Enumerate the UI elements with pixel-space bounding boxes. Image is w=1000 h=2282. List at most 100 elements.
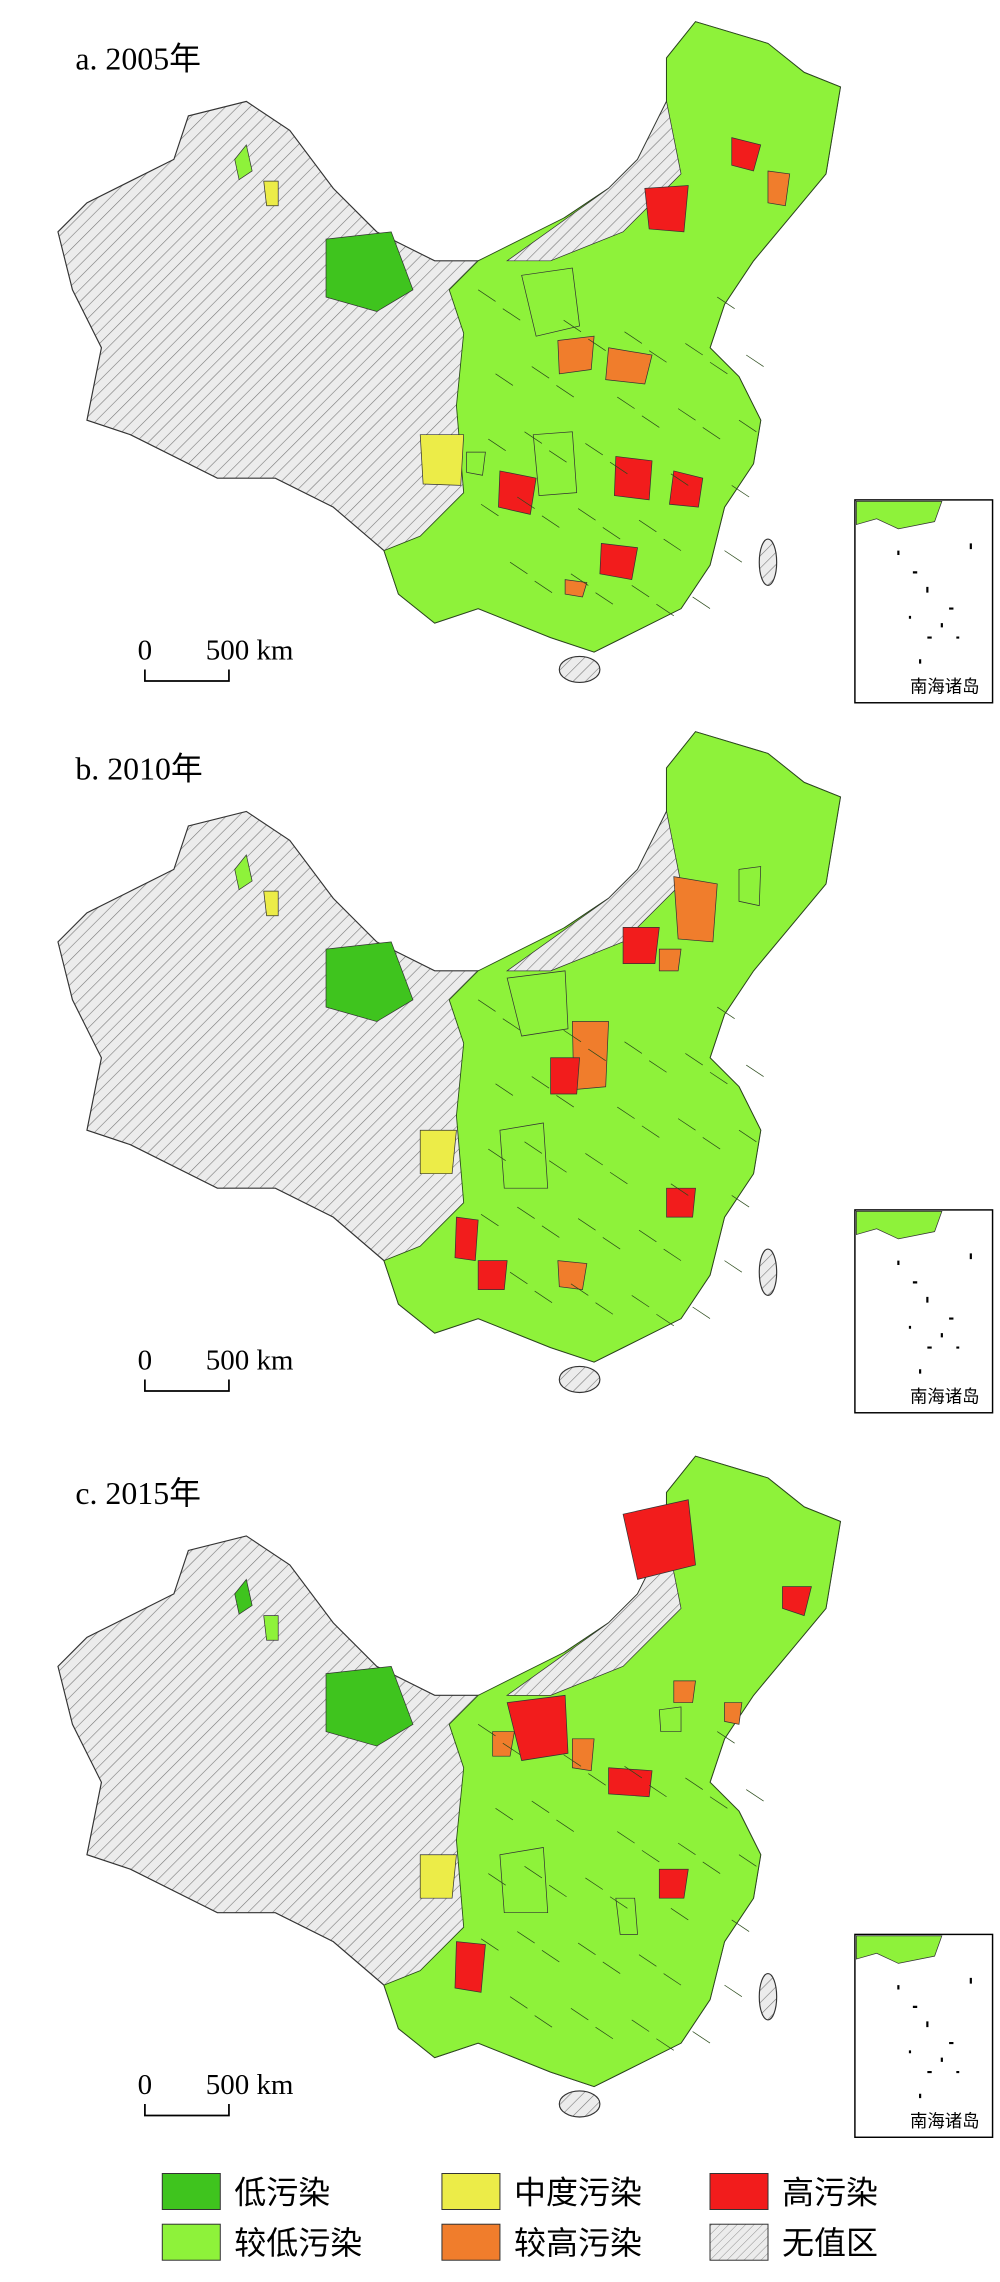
scale-bar (144, 1379, 230, 1392)
pollution-region (738, 866, 762, 907)
scale-zero: 0 (138, 1344, 152, 1376)
taiwan (758, 1972, 778, 2021)
boundary-line (685, 1777, 703, 1790)
inset-land (855, 1211, 943, 1240)
boundary-line (595, 2026, 614, 2040)
hainan (558, 2090, 601, 2118)
boundary-line (746, 1064, 764, 1077)
boundary-line (746, 354, 764, 367)
boundary-line (617, 1831, 635, 1844)
inset-land (855, 500, 943, 530)
boundary-line (585, 1877, 603, 1890)
boundary-line (534, 2015, 553, 2028)
scale-distance: 500 km (206, 634, 294, 666)
boundary-line (595, 1302, 614, 1315)
boundary-line (717, 1731, 735, 1744)
low-region (325, 941, 414, 1022)
scale-bar (144, 2103, 230, 2117)
boundary-line (709, 1796, 728, 1809)
inset-frame (854, 499, 994, 704)
boundary-line (738, 1854, 757, 1867)
boundary-line (495, 1083, 514, 1096)
boundary-line (731, 485, 750, 498)
boundary-line (488, 1873, 506, 1886)
boundary-line (595, 592, 614, 605)
pollution-region (731, 137, 762, 172)
pollution-region (622, 926, 660, 964)
pollution-region (767, 170, 791, 207)
boundary-line (548, 1160, 567, 1173)
boundary-line (677, 1842, 696, 1856)
boundary-line (692, 1306, 711, 1319)
low-region (234, 1578, 253, 1615)
boundary-line (602, 1961, 621, 1974)
boundary-line (541, 1950, 560, 1963)
boundary-line (638, 1229, 657, 1243)
pollution-region (622, 1499, 696, 1580)
boundary-line (731, 1195, 750, 1208)
panel-title: b. 2010年 (75, 752, 202, 787)
boundary-line (480, 1213, 499, 1227)
boundary-line (577, 1218, 596, 1231)
pollution-region (605, 347, 653, 385)
boundary-line (534, 1290, 553, 1303)
pollution-region (499, 1847, 549, 1914)
pollution-region (669, 470, 704, 508)
boundary-line (502, 1742, 521, 1756)
boundary-line (502, 1018, 521, 1031)
pollution-region (644, 185, 689, 233)
boundary-line (692, 596, 711, 609)
boundary-line (602, 1237, 621, 1250)
boundary-line (663, 1248, 682, 1261)
pollution-region (419, 434, 465, 486)
boundary-line (602, 527, 621, 540)
legend-label: 低污染 (234, 2175, 330, 2211)
boundary-line (609, 1896, 628, 1909)
legend-swatch (161, 2173, 221, 2210)
panel-title: a. 2005年 (75, 42, 201, 77)
pollution-region (615, 1897, 638, 1935)
boundary-line (477, 1724, 496, 1737)
pollution-region (454, 1216, 479, 1262)
boundary-line (656, 2038, 674, 2051)
legend-label: 中度污染 (514, 2175, 642, 2211)
valued-region (383, 731, 841, 1363)
inset-islands (897, 543, 972, 664)
boundary-line (517, 1931, 535, 1944)
pollution-region (498, 470, 537, 515)
inset-label: 南海诸岛 (910, 1388, 980, 1407)
low-region (325, 231, 414, 312)
boundary-line (563, 319, 582, 333)
legend-swatch (161, 2223, 221, 2261)
boundary-line (717, 296, 735, 309)
no-value-region (506, 100, 682, 262)
boundary-line (531, 1800, 550, 1814)
low-region (325, 1665, 414, 1747)
pollution-region (419, 1129, 457, 1175)
boundary-line (588, 1048, 606, 1061)
boundary-line (663, 1973, 682, 1986)
pollution-region (614, 456, 653, 501)
legend-swatch (709, 2173, 769, 2210)
pollution-region (557, 335, 595, 375)
boundary-line (517, 496, 535, 509)
boundary-line (677, 1118, 696, 1131)
pollution-region (658, 1868, 689, 1899)
boundary-line (702, 1137, 721, 1150)
hainan (558, 1365, 601, 1394)
pollution-region (724, 1702, 743, 1725)
pollution-region (564, 579, 588, 598)
boundary-line (677, 408, 696, 421)
pollution-region (608, 1767, 653, 1798)
scale-zero: 0 (138, 2069, 152, 2101)
pollution-region (506, 1694, 569, 1761)
pollution-region (782, 1586, 812, 1617)
boundary-line (641, 1125, 660, 1138)
boundary-line (509, 561, 528, 575)
boundary-line (738, 1129, 757, 1143)
pollution-region (571, 1738, 595, 1772)
pollution-region (532, 431, 578, 496)
boundary-line (495, 1808, 514, 1821)
